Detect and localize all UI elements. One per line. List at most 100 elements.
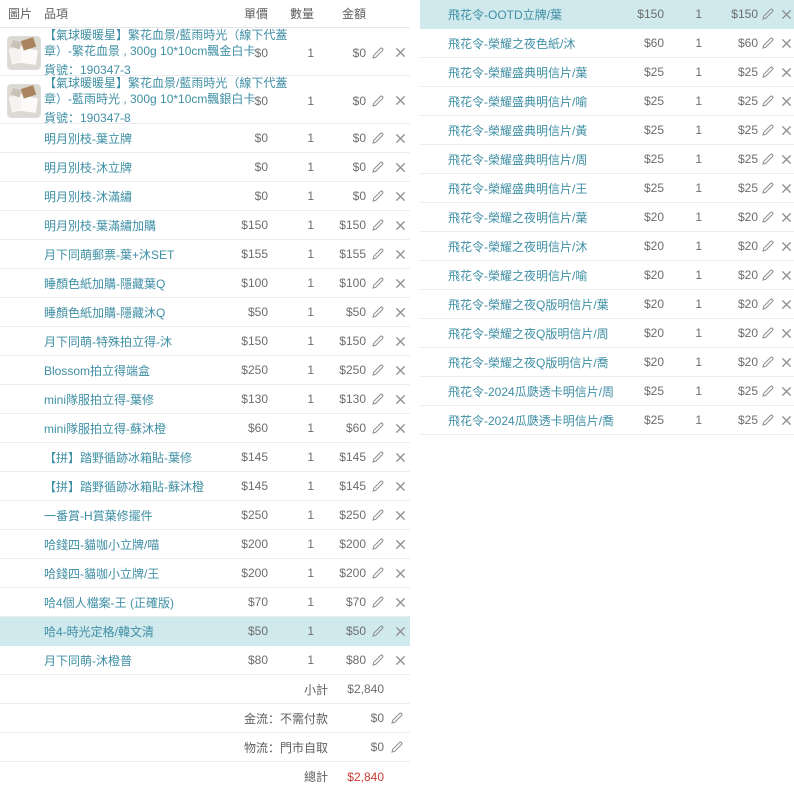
delete-item-button[interactable] xyxy=(778,38,794,49)
delete-item-button[interactable] xyxy=(390,394,410,405)
edit-item-button[interactable] xyxy=(366,132,390,144)
edit-item-button[interactable] xyxy=(366,654,390,666)
quantity: 1 xyxy=(307,305,314,319)
delete-item-button[interactable] xyxy=(390,655,410,666)
delete-item-button[interactable] xyxy=(390,95,410,106)
edit-item-button[interactable] xyxy=(366,393,390,405)
edit-item-button[interactable] xyxy=(366,625,390,637)
delete-item-button[interactable] xyxy=(390,626,410,637)
delete-item-button[interactable] xyxy=(778,386,794,397)
edit-item-button[interactable] xyxy=(366,277,390,289)
delete-item-button[interactable] xyxy=(778,9,794,20)
edit-item-button[interactable] xyxy=(366,364,390,376)
delete-item-button[interactable] xyxy=(390,133,410,144)
delete-item-button[interactable] xyxy=(778,415,794,426)
item-cell: 哈4-時光定格/韓文清 xyxy=(44,623,212,640)
delete-item-button[interactable] xyxy=(390,597,410,608)
edit-item-button[interactable] xyxy=(758,124,778,136)
payment-label: 金流：不需付款 xyxy=(243,711,328,726)
edit-item-button[interactable] xyxy=(366,306,390,318)
delete-item-button[interactable] xyxy=(778,67,794,78)
delete-item-button[interactable] xyxy=(778,212,794,223)
edit-item-button[interactable] xyxy=(758,414,778,426)
edit-item-button[interactable] xyxy=(366,567,390,579)
delete-item-button[interactable] xyxy=(390,481,410,492)
edit-item-button[interactable] xyxy=(366,95,390,107)
pencil-icon xyxy=(372,422,384,434)
delete-item-button[interactable] xyxy=(390,249,410,260)
edit-item-button[interactable] xyxy=(758,269,778,281)
delete-item-button[interactable] xyxy=(778,154,794,165)
delete-item-button[interactable] xyxy=(390,365,410,376)
edit-item-button[interactable] xyxy=(366,451,390,463)
edit-item-button[interactable] xyxy=(758,153,778,165)
quantity: 1 xyxy=(307,479,314,493)
delete-item-button[interactable] xyxy=(390,568,410,579)
edit-item-button[interactable] xyxy=(366,596,390,608)
edit-item-button[interactable] xyxy=(366,161,390,173)
edit-item-button[interactable] xyxy=(758,95,778,107)
delete-item-button[interactable] xyxy=(778,299,794,310)
unit-price: $150 xyxy=(637,7,664,21)
edit-item-button[interactable] xyxy=(366,538,390,550)
pencil-icon xyxy=(391,712,403,724)
delete-item-button[interactable] xyxy=(778,241,794,252)
product-thumbnail[interactable] xyxy=(7,83,41,118)
delete-item-button[interactable] xyxy=(390,423,410,434)
order-row: 飛花令-榮耀盛典明信片/王 $25 1 $25 xyxy=(420,174,794,203)
edit-item-button[interactable] xyxy=(366,219,390,231)
edit-item-button[interactable] xyxy=(758,8,778,20)
delete-item-button[interactable] xyxy=(778,328,794,339)
delete-item-button[interactable] xyxy=(390,47,410,58)
edit-item-button[interactable] xyxy=(758,327,778,339)
order-row: 明月別枝-沐立牌 $0 1 $0 xyxy=(0,153,410,182)
x-icon xyxy=(395,133,405,143)
edit-shipping-button[interactable] xyxy=(384,741,410,753)
edit-item-button[interactable] xyxy=(758,182,778,194)
x-icon xyxy=(395,48,405,58)
delete-item-button[interactable] xyxy=(778,96,794,107)
edit-item-button[interactable] xyxy=(758,66,778,78)
edit-item-button[interactable] xyxy=(758,356,778,368)
unit-price: $50 xyxy=(247,305,268,319)
edit-item-button[interactable] xyxy=(366,190,390,202)
quantity: 1 xyxy=(307,508,314,522)
edit-item-button[interactable] xyxy=(366,335,390,347)
amount: $20 xyxy=(737,297,758,311)
delete-item-button[interactable] xyxy=(778,125,794,136)
quantity: 1 xyxy=(307,189,314,203)
edit-item-button[interactable] xyxy=(366,47,390,59)
pencil-icon xyxy=(372,596,384,608)
x-icon xyxy=(395,96,405,106)
item-cell: 哈4個人檔案-王 (正確版) xyxy=(44,594,212,611)
edit-item-button[interactable] xyxy=(366,248,390,260)
edit-payment-button[interactable] xyxy=(384,712,410,724)
delete-item-button[interactable] xyxy=(778,183,794,194)
quantity: 1 xyxy=(307,566,314,580)
delete-item-button[interactable] xyxy=(390,510,410,521)
product-thumbnail[interactable] xyxy=(7,35,41,70)
delete-item-button[interactable] xyxy=(390,539,410,550)
delete-item-button[interactable] xyxy=(390,336,410,347)
edit-item-button[interactable] xyxy=(758,37,778,49)
left-rows-container: 【氣球暖暖星】繁花血景/藍雨時光（線下代蓋章）-繁花血景 , 300g 10*1… xyxy=(0,28,410,675)
edit-item-button[interactable] xyxy=(366,509,390,521)
delete-item-button[interactable] xyxy=(390,452,410,463)
edit-item-button[interactable] xyxy=(758,385,778,397)
delete-item-button[interactable] xyxy=(390,278,410,289)
edit-item-button[interactable] xyxy=(758,298,778,310)
delete-item-button[interactable] xyxy=(390,307,410,318)
edit-item-button[interactable] xyxy=(366,480,390,492)
x-icon xyxy=(395,597,405,607)
delete-item-button[interactable] xyxy=(778,357,794,368)
delete-item-button[interactable] xyxy=(390,220,410,231)
amount: $50 xyxy=(345,624,366,638)
edit-item-button[interactable] xyxy=(366,422,390,434)
item-name: 明月別枝-沐立牌 xyxy=(44,160,132,175)
pencil-icon xyxy=(762,66,774,78)
edit-item-button[interactable] xyxy=(758,240,778,252)
delete-item-button[interactable] xyxy=(390,162,410,173)
edit-item-button[interactable] xyxy=(758,211,778,223)
delete-item-button[interactable] xyxy=(390,191,410,202)
delete-item-button[interactable] xyxy=(778,270,794,281)
